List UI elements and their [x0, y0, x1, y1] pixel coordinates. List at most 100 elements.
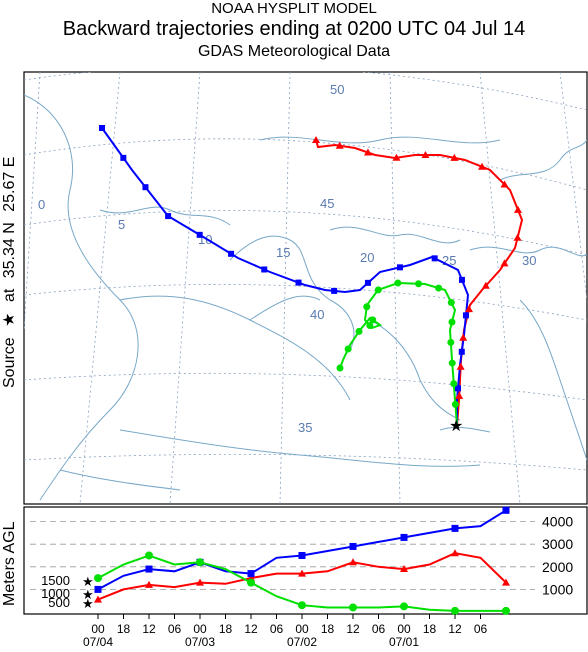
map-point-blue	[458, 348, 465, 355]
height-point-green	[349, 603, 357, 612]
map-point-green	[450, 380, 458, 388]
map-point-red	[500, 180, 509, 188]
map-point-blue	[455, 385, 462, 392]
height-point-blue	[145, 565, 153, 573]
lon-label-0: 0	[38, 197, 45, 212]
height-point-red	[145, 580, 153, 588]
plot-title: Backward trajectories ending at 0200 UTC…	[62, 18, 526, 40]
time-tick-label: 12	[346, 622, 360, 636]
height-start-labels: 1500 ★ 1000 ★ 500 ★	[41, 573, 94, 611]
source-location-label: Source ★ at 35.34 N 25.67 E	[1, 157, 18, 388]
height-panel: Meters AGL 4000 3000 2000 1000 1500 ★ 1000 ★ 50…	[1, 506, 588, 649]
start-height-label: 500	[48, 595, 70, 610]
map-point-green	[355, 327, 363, 335]
map-point-blue	[196, 231, 203, 238]
map-point-green	[435, 284, 443, 292]
map-point-red	[478, 162, 487, 170]
time-tick-label: 00	[397, 622, 411, 636]
height-point-red	[502, 578, 510, 586]
start-height-label: 1000	[41, 586, 70, 601]
height-point-blue	[451, 524, 459, 532]
time-tick-label: 00	[295, 622, 309, 636]
map-point-green	[366, 322, 374, 330]
map-point-red	[459, 333, 468, 341]
svg-text:Source ★ at: Source ★ at 35.34 N 25.67 E	[1, 157, 18, 388]
map-point-blue	[458, 276, 465, 283]
map-point-blue	[261, 266, 268, 273]
height-point-red	[400, 565, 408, 573]
map-point-green	[363, 303, 371, 311]
map-point-green	[448, 318, 456, 326]
height-point-blue	[502, 506, 510, 514]
height-right-ticks: 4000 3000 2000 1000	[542, 514, 573, 598]
map-point-blue	[165, 213, 172, 220]
map-point-red	[513, 205, 522, 213]
model-name: NOAA HYSPLIT MODEL	[211, 0, 377, 17]
height-point-green	[94, 574, 102, 583]
time-tick-label: 06	[474, 622, 488, 636]
height-point-red	[451, 549, 459, 557]
source-at: at	[1, 288, 18, 302]
map-point-blue	[142, 184, 149, 191]
start-height-label: 1500	[41, 573, 70, 588]
time-tick-label: 06	[168, 622, 182, 636]
date-label: 07/04	[83, 635, 113, 649]
map-point-blue	[120, 154, 127, 161]
map-point-green	[394, 279, 402, 287]
height-point-green	[145, 551, 153, 560]
height-point-blue	[94, 585, 102, 593]
source-prefix: Source	[1, 337, 18, 388]
map-frame	[23, 71, 588, 505]
lat-label-35: 35	[298, 420, 312, 435]
lon-label-30: 30	[522, 253, 536, 268]
map-point-red	[481, 281, 490, 289]
map-point-green	[415, 280, 423, 288]
time-tick-label: 06	[372, 622, 386, 636]
height-point-green	[298, 601, 306, 610]
map-point-blue	[331, 287, 338, 294]
time-tick-label: 12	[244, 622, 258, 636]
map-point-blue	[228, 250, 235, 257]
trajectory-blue	[101, 127, 470, 425]
map-point-red	[392, 153, 401, 161]
start-height-star-icon: ★	[82, 587, 94, 602]
height-tick-label: 3000	[542, 536, 573, 552]
map-point-green	[447, 338, 455, 346]
map-point-green	[451, 400, 459, 408]
time-tick-label: 12	[142, 622, 156, 636]
height-tick-label: 4000	[542, 514, 573, 530]
map-point-green	[369, 316, 377, 324]
lon-label-15: 15	[276, 245, 290, 260]
time-tick-label: 00	[193, 622, 207, 636]
height-point-green	[502, 606, 510, 615]
map-point-red	[513, 233, 522, 241]
time-tick-label: 00	[91, 622, 105, 636]
map-point-red	[465, 305, 474, 313]
source-star-icon: ★	[1, 313, 18, 327]
map-point-green	[344, 345, 352, 353]
time-tick-label: 18	[219, 622, 233, 636]
time-tick-label: 18	[423, 622, 437, 636]
data-source-subtitle: GDAS Meteorological Data	[197, 43, 391, 60]
coastlines	[24, 94, 587, 501]
lon-label-20: 20	[360, 250, 374, 265]
map-point-red	[456, 362, 465, 370]
start-height-star-icon: ★	[82, 574, 94, 589]
map-graticule	[24, 72, 587, 504]
height-series	[94, 506, 510, 615]
map-point-red	[450, 153, 459, 161]
height-point-green	[196, 558, 204, 567]
map-point-green	[374, 286, 382, 294]
time-tick-label: 18	[321, 622, 335, 636]
height-point-red	[196, 578, 204, 586]
source-lon: 25.67 E	[1, 157, 18, 212]
time-axis: 00 18 12 06 00 18 12 06 00 18 12 06 00 18 12 06 07/04 07/…	[83, 614, 488, 649]
height-tick-label: 2000	[542, 559, 573, 575]
time-tick-label: 18	[117, 622, 131, 636]
lon-label-5: 5	[118, 217, 125, 232]
height-point-green	[451, 606, 459, 615]
source-star-icon: ★	[449, 418, 463, 435]
height-point-red	[298, 569, 306, 577]
map-point-blue	[295, 279, 302, 286]
